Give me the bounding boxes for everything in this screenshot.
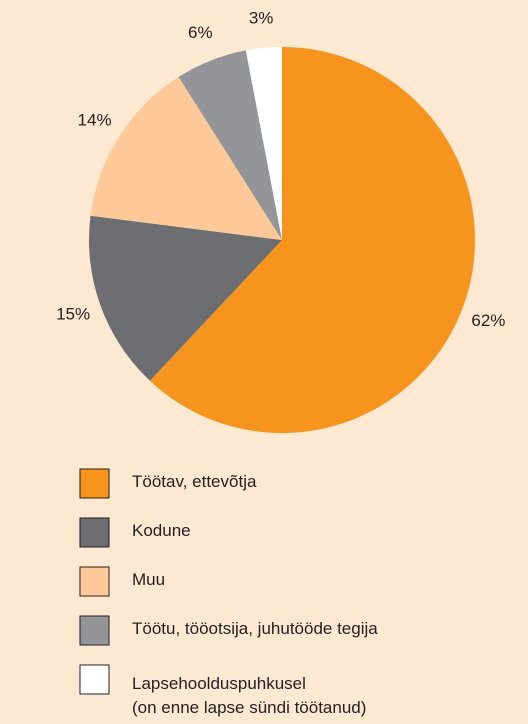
data-label: 15%	[56, 305, 90, 324]
data-label: 62%	[471, 311, 505, 330]
legend-line: Muu	[132, 570, 165, 589]
pie-slice	[149, 47, 476, 433]
legend-label: Töötav, ettevõtja	[132, 472, 257, 491]
legend-line: (on enne lapse sündi töötanud)	[132, 698, 366, 717]
legend-line: Töötu, tööotsija, juhutööde tegija	[132, 619, 378, 638]
data-label: 14%	[78, 111, 112, 130]
pie-slice	[89, 215, 282, 381]
legend-label: Töötu, tööotsija, juhutööde tegija	[132, 619, 378, 638]
legend-swatch	[79, 468, 110, 499]
legend-swatch	[79, 615, 110, 646]
pie-slice	[90, 77, 282, 240]
legend-line: Töötav, ettevõtja	[132, 472, 257, 491]
pie-slice	[178, 50, 282, 240]
legend-swatch	[79, 664, 110, 695]
legend-line: Kodune	[132, 521, 191, 540]
legend-swatch	[79, 566, 110, 597]
pie-slice	[245, 47, 282, 240]
legend-line: Lapsehoolduspuhkusel	[132, 674, 306, 693]
legend-label: Muu	[132, 570, 165, 589]
legend-label: Lapsehoolduspuhkusel (on enne lapse sündi…	[132, 674, 366, 717]
legend-label: Kodune	[132, 521, 191, 540]
legend-swatch	[79, 517, 110, 548]
data-label: 6%	[188, 23, 213, 42]
data-label: 3%	[249, 8, 274, 27]
